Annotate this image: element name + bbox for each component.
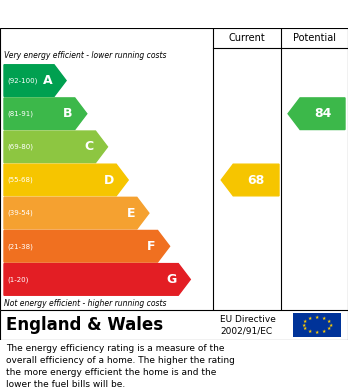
Polygon shape [4, 197, 149, 229]
Text: ★: ★ [315, 330, 319, 335]
Polygon shape [4, 98, 87, 129]
Text: ★: ★ [308, 316, 313, 321]
Text: ★: ★ [322, 316, 326, 321]
Text: (55-68): (55-68) [7, 177, 33, 183]
Text: D: D [104, 174, 114, 187]
Text: Energy Efficiency Rating: Energy Efficiency Rating [6, 7, 208, 22]
Text: B: B [63, 107, 73, 120]
Polygon shape [4, 131, 108, 163]
Text: E: E [126, 206, 135, 220]
Text: Potential: Potential [293, 33, 336, 43]
Text: C: C [84, 140, 94, 153]
Text: ★: ★ [326, 326, 331, 331]
Polygon shape [221, 164, 279, 196]
Text: ★: ★ [315, 315, 319, 320]
Text: EU Directive
2002/91/EC: EU Directive 2002/91/EC [220, 315, 276, 335]
Polygon shape [4, 164, 128, 196]
Polygon shape [4, 65, 66, 97]
Text: 68: 68 [247, 174, 265, 187]
Text: ★: ★ [328, 323, 333, 328]
Text: (69-80): (69-80) [7, 143, 33, 150]
Text: (21-38): (21-38) [7, 243, 33, 249]
Polygon shape [288, 98, 345, 129]
Text: ★: ★ [303, 326, 308, 331]
Text: A: A [42, 74, 52, 87]
Polygon shape [4, 264, 190, 295]
Text: 84: 84 [314, 107, 331, 120]
Text: The energy efficiency rating is a measure of the
overall efficiency of a home. T: The energy efficiency rating is a measur… [6, 344, 235, 389]
Text: ★: ★ [301, 323, 306, 328]
Text: G: G [166, 273, 176, 286]
Text: ★: ★ [303, 319, 308, 324]
Text: Current: Current [229, 33, 266, 43]
Text: (81-91): (81-91) [7, 111, 33, 117]
Text: Very energy efficient - lower running costs: Very energy efficient - lower running co… [4, 52, 166, 61]
Text: (1-20): (1-20) [7, 276, 29, 283]
Bar [293, 313, 341, 337]
Text: (92-100): (92-100) [7, 77, 37, 84]
Text: Not energy efficient - higher running costs: Not energy efficient - higher running co… [4, 298, 166, 307]
Polygon shape [4, 230, 169, 262]
Text: ★: ★ [322, 329, 326, 334]
Text: ★: ★ [308, 329, 313, 334]
Text: England & Wales: England & Wales [6, 316, 163, 334]
Text: (39-54): (39-54) [7, 210, 33, 216]
Text: F: F [147, 240, 156, 253]
Text: ★: ★ [326, 319, 331, 324]
